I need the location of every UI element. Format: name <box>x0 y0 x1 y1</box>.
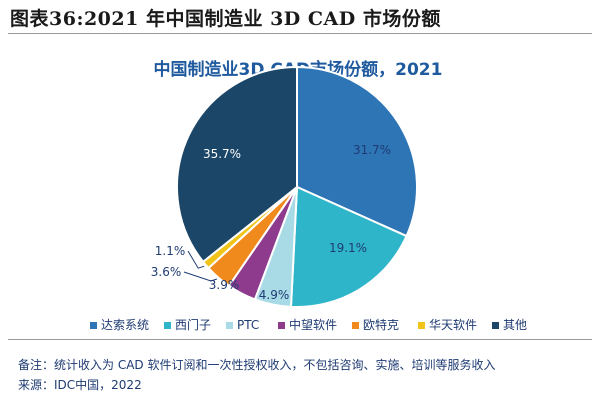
legend: 达索系统 西门子 PTC 中望软件 欧特克 华天软件 其他 <box>90 317 527 332</box>
legend-label-3: PTC <box>237 318 259 332</box>
legend-swatch-4 <box>278 322 285 329</box>
legend-swatch-1 <box>90 322 97 329</box>
leader-line-6 <box>187 250 205 269</box>
top-divider <box>8 33 592 34</box>
pie-slices <box>176 65 418 308</box>
figure-title: 图表36:2021 年中国制造业 3D CAD 市场份额 <box>10 8 441 30</box>
slice-label-1: 31.7% <box>353 143 391 157</box>
footnote-note: 备注：统计收入为 CAD 软件订阅和一次性授权收入，不包括咨询、实施、培训等服务… <box>18 358 496 372</box>
legend-swatch-3 <box>226 322 233 329</box>
slice-label-4: 3.9% <box>209 278 240 292</box>
slice-label-3: 4.9% <box>259 288 290 302</box>
legend-label-4: 中望软件 <box>289 317 337 332</box>
pie-slice-2 <box>289 185 408 308</box>
slice-label-2: 19.1% <box>329 241 367 255</box>
legend-swatch-6 <box>418 322 425 329</box>
pie-chart: 中国制造业3D CAD市场份额，2021 31.7%19.1%4.9%3.9%3… <box>90 59 527 332</box>
legend-swatch-5 <box>352 322 359 329</box>
legend-swatch-2 <box>164 322 171 329</box>
footnote-source: 来源：IDC中国，2022 <box>18 378 142 392</box>
slice-label-6: 1.1% <box>155 244 186 258</box>
legend-label-6: 华天软件 <box>429 318 477 332</box>
legend-swatch-7 <box>492 322 499 329</box>
slice-labels: 31.7% 19.1% 4.9% 3.9% 3.6% 1.1% 35.7% <box>151 143 391 302</box>
legend-label-5: 欧特克 <box>363 317 399 332</box>
slice-label-5: 3.6% <box>151 265 182 279</box>
pie-slice-1 <box>296 65 418 238</box>
legend-label-2: 西门子 <box>175 317 211 332</box>
pie-slice-7 <box>176 65 298 264</box>
slice-label-7: 35.7% <box>203 147 241 161</box>
leader-line-5 <box>183 271 218 282</box>
bottom-divider <box>8 339 592 340</box>
legend-label-7: 其他 <box>503 318 527 332</box>
legend-label-1: 达索系统 <box>101 318 149 332</box>
